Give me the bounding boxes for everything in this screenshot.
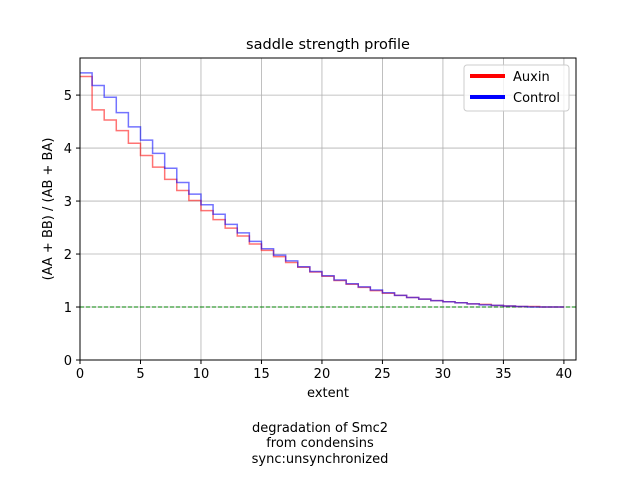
x-tick-label: 15 — [253, 367, 270, 382]
axis-ticks: 0 5 10 15 20 25 30 35 40 0 1 2 3 4 5 — [64, 89, 572, 382]
x-tick-label: 25 — [374, 367, 391, 382]
legend: Auxin Control — [463, 64, 570, 112]
legend-label-auxin: Auxin — [513, 70, 550, 85]
plot-frame — [79, 57, 577, 361]
chart-title: saddle strength profile — [246, 37, 410, 53]
caption-line-3: sync:unsynchronized — [251, 452, 389, 467]
x-tick-label: 20 — [314, 367, 331, 382]
y-tick-label: 2 — [64, 248, 72, 263]
y-axis-label: (AA + BB) / (AB + BA) — [41, 138, 56, 281]
y-tick-label: 0 — [64, 354, 72, 369]
x-tick-label: 10 — [193, 367, 210, 382]
legend-label-control: Control — [513, 91, 560, 106]
y-tick-label: 4 — [64, 142, 72, 157]
x-tick-label: 0 — [76, 367, 84, 382]
x-tick-label: 5 — [136, 367, 144, 382]
caption-line-1: degradation of Smc2 — [251, 421, 389, 436]
x-axis-label: extent — [307, 386, 349, 401]
series-layer — [80, 72, 576, 308]
x-tick-label: 40 — [556, 367, 573, 382]
x-tick-label: 30 — [435, 367, 452, 382]
x-tick-label: 35 — [495, 367, 512, 382]
y-tick-label: 3 — [64, 195, 72, 210]
caption-line-2: from condensins — [266, 436, 374, 451]
y-tick-label: 5 — [64, 89, 72, 104]
series-line-control — [80, 72, 564, 308]
y-tick-label: 1 — [64, 301, 72, 316]
